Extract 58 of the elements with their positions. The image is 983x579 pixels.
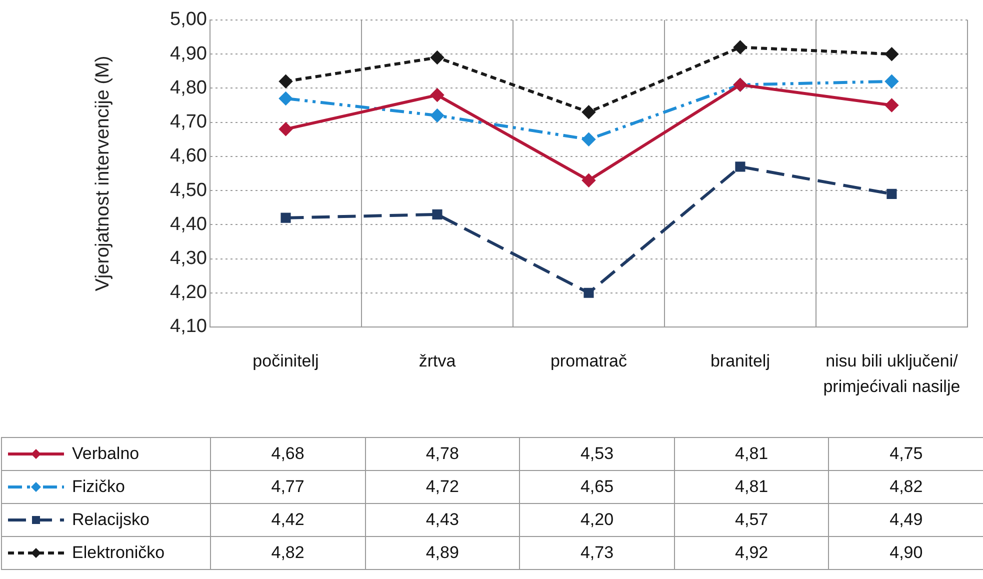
y-tick-label: 4,70	[170, 112, 207, 133]
data-label: 4,75	[828, 438, 983, 470]
y-tick-label: 4,10	[170, 316, 207, 338]
data-label: 4,77	[210, 470, 366, 504]
data-label: 4,90	[828, 536, 983, 570]
data-label: 4,72	[365, 470, 520, 504]
point	[430, 88, 444, 102]
y-tick-label: 4,40	[170, 214, 207, 235]
data-label: 4,82	[210, 536, 366, 570]
data-label: 4,49	[828, 504, 983, 536]
point	[584, 288, 594, 298]
point	[430, 109, 444, 122]
y-tick-label: 4,90	[170, 43, 207, 64]
y-tick-label: 4,50	[170, 180, 207, 201]
y-tick-label: 4,60	[170, 146, 207, 167]
data-label: 4,57	[674, 504, 829, 536]
legend-label: Elektroničko	[72, 543, 165, 563]
point	[280, 212, 291, 223]
y-axis-title: Vjerojatnost intervencije (M)	[92, 56, 114, 292]
data-label: 4,42	[210, 504, 366, 536]
legend-label: Relacijsko	[72, 510, 150, 530]
point	[735, 162, 746, 172]
x-tick-label: promatrač	[550, 351, 628, 370]
legend-label: Fizičko	[72, 477, 125, 497]
data-label: 4,78	[365, 438, 520, 470]
point	[279, 92, 292, 105]
point	[582, 132, 596, 146]
data-label: 4,68	[210, 438, 366, 470]
y-tick-label: 5,00	[170, 9, 207, 30]
y-tick-label: 4,20	[170, 282, 207, 304]
point	[885, 48, 898, 61]
data-label: 4,89	[365, 536, 520, 570]
point	[432, 209, 442, 220]
point	[279, 74, 292, 88]
point	[279, 122, 292, 136]
y-tick-label: 4,30	[170, 248, 207, 270]
data-label: 4,81	[674, 438, 829, 470]
data-label: 4,20	[520, 504, 674, 536]
data-label: 4,65	[520, 470, 674, 504]
data-label: 4,81	[674, 470, 829, 504]
x-tick-label: počinitelj	[252, 351, 319, 370]
data-label: 4,53	[520, 438, 674, 470]
point	[885, 98, 898, 112]
legend-label: Verbalno	[72, 444, 140, 464]
y-tick-label: 4,80	[170, 77, 207, 98]
x-tick-label: branitelj	[710, 351, 770, 370]
point	[886, 188, 897, 199]
x-tick-label: nisu bili uključeni/ primjećivali nasilje	[823, 351, 960, 396]
x-tick-label: žrtva	[418, 351, 456, 370]
point	[582, 106, 596, 119]
point	[885, 74, 898, 88]
data-label: 4,73	[520, 536, 674, 570]
point	[430, 51, 444, 64]
data-label: 4,43	[365, 504, 520, 536]
data-label: 4,92	[674, 536, 829, 570]
point	[582, 174, 596, 187]
point	[734, 40, 747, 54]
data-label: 4,82	[828, 470, 983, 504]
